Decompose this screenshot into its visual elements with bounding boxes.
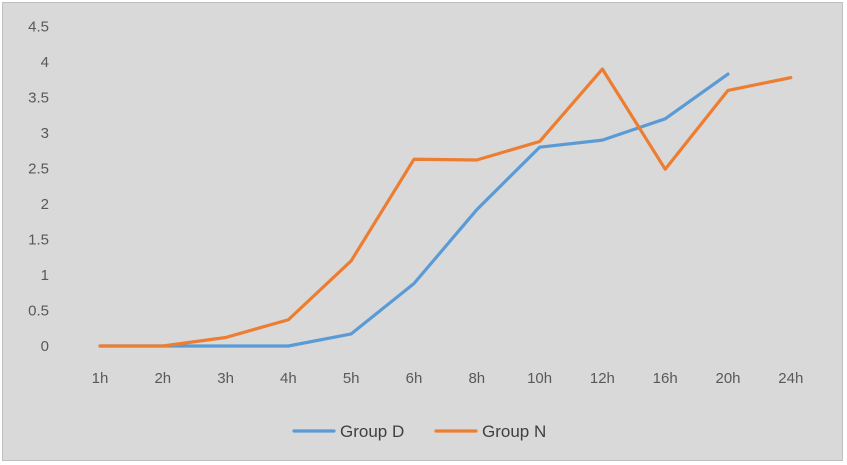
y-tick-label: 1.5 — [28, 232, 49, 249]
y-tick-label: 0 — [41, 338, 49, 355]
x-tick-label: 12h — [590, 370, 615, 387]
y-tick-label: 2 — [41, 196, 49, 213]
x-tick-label: 16h — [653, 370, 678, 387]
series-line-group-d — [98, 72, 730, 348]
x-tick-label: 4h — [280, 370, 297, 387]
y-tick-label: 2.5 — [28, 161, 49, 178]
x-tick-label: 6h — [406, 370, 423, 387]
x-tick-label: 3h — [217, 370, 234, 387]
y-tick-label: 3.5 — [28, 90, 49, 107]
x-tick-label: 2h — [154, 370, 171, 387]
x-tick-label: 5h — [343, 370, 360, 387]
x-tick-label: 8h — [468, 370, 485, 387]
y-tick-label: 1 — [41, 267, 49, 284]
y-tick-label: 4 — [41, 54, 49, 71]
y-tick-label: 0.5 — [28, 303, 49, 320]
y-tick-label: 4.5 — [28, 19, 49, 36]
y-tick-label: 3 — [41, 125, 49, 142]
legend-label: Group D — [340, 422, 404, 441]
x-tick-label: 20h — [715, 370, 740, 387]
series-line-group-n — [98, 67, 793, 348]
x-tick-label: 24h — [778, 370, 803, 387]
x-tick-label: 10h — [527, 370, 552, 387]
x-tick-label: 1h — [92, 370, 109, 387]
legend-label: Group N — [482, 422, 546, 441]
